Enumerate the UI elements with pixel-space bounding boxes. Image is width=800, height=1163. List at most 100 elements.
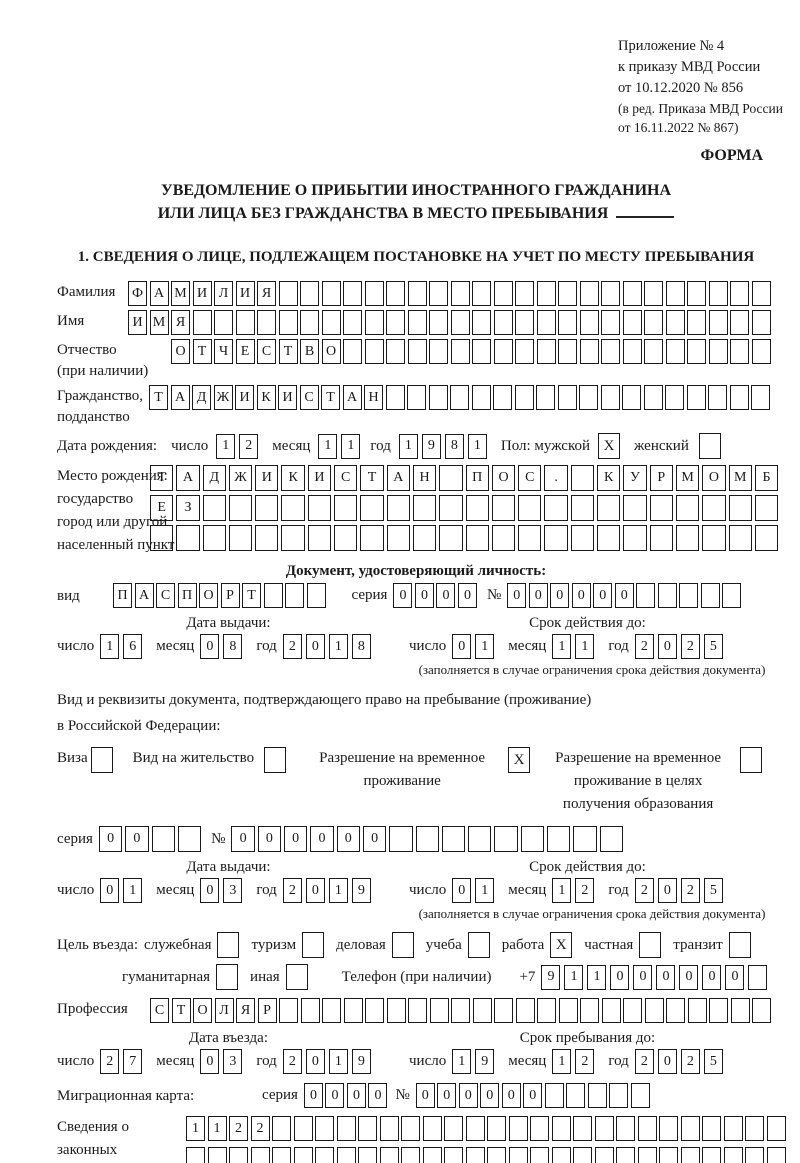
char-cell: 1 bbox=[452, 1049, 472, 1074]
char-cell bbox=[594, 1116, 614, 1141]
char-cell: Р bbox=[649, 465, 673, 491]
char-cell: 1 bbox=[328, 1049, 348, 1074]
char-cell: 0 bbox=[393, 583, 413, 608]
char-cell: Л bbox=[214, 281, 233, 306]
char-cell bbox=[379, 1116, 399, 1141]
char-cell bbox=[386, 310, 405, 335]
char-cell: 1 bbox=[207, 1116, 227, 1141]
char-cell bbox=[729, 385, 749, 410]
char-cell: 1 bbox=[475, 878, 495, 903]
char-cell bbox=[365, 998, 384, 1023]
char-cell bbox=[487, 1116, 506, 1141]
char-cell bbox=[547, 826, 571, 852]
id-doc-kind-label: вид bbox=[57, 587, 80, 604]
char-cell bbox=[494, 826, 518, 852]
char-cell bbox=[334, 495, 358, 521]
char-cell: А bbox=[386, 465, 410, 491]
char-cell bbox=[622, 339, 642, 364]
stay-doc-limit-note: (заполняется в случае ограничения срока … bbox=[418, 906, 766, 921]
char-cell bbox=[551, 1116, 571, 1141]
char-cell: 9 bbox=[541, 964, 561, 990]
char-cell: Е bbox=[235, 339, 255, 364]
char-cell: 1 bbox=[475, 634, 495, 659]
char-cell bbox=[429, 281, 448, 306]
char-cell bbox=[386, 281, 405, 306]
char-cell bbox=[508, 1147, 528, 1163]
char-cell: 1 bbox=[216, 433, 236, 459]
char-cell: 2 bbox=[575, 878, 595, 903]
char-cell: А bbox=[149, 281, 169, 306]
char-cell bbox=[281, 525, 305, 551]
char-cell bbox=[530, 1116, 549, 1141]
char-cell bbox=[644, 281, 663, 306]
char-cell bbox=[360, 495, 384, 521]
char-cell bbox=[558, 998, 578, 1023]
char-cell bbox=[558, 310, 577, 335]
char-cell bbox=[659, 1147, 678, 1163]
char-cell: 0 bbox=[98, 826, 123, 852]
char-cell bbox=[493, 310, 513, 335]
char-cell: И bbox=[307, 465, 332, 491]
char-cell: Н bbox=[412, 465, 437, 491]
char-cell: А bbox=[134, 583, 154, 608]
char-cell: 0 bbox=[200, 878, 220, 903]
char-cell: Ф bbox=[128, 281, 147, 306]
purpose-business-checkbox bbox=[391, 932, 414, 958]
char-cell bbox=[751, 339, 771, 364]
char-cell bbox=[520, 826, 544, 852]
char-cell: 1 bbox=[587, 964, 607, 990]
char-cell bbox=[728, 495, 752, 521]
migration-card-series-label: серия bbox=[262, 1087, 298, 1103]
char-cell: П bbox=[113, 583, 132, 608]
char-cell: С bbox=[334, 465, 358, 491]
char-cell bbox=[579, 385, 598, 410]
entry-date-headers: Дата въезда: Срок пребывания до: bbox=[57, 1030, 775, 1047]
char-cell bbox=[214, 310, 233, 335]
char-cell bbox=[587, 1083, 607, 1108]
char-cell bbox=[472, 310, 491, 335]
char-cell: 8 bbox=[444, 433, 464, 459]
birthplace-label-2: государство bbox=[57, 491, 134, 507]
char-cell bbox=[665, 339, 685, 364]
char-cell bbox=[580, 998, 599, 1023]
char-cell bbox=[665, 281, 685, 306]
char-cell: Т bbox=[321, 385, 340, 410]
char-cell bbox=[637, 1116, 657, 1141]
char-cell: О bbox=[702, 465, 726, 491]
char-cell bbox=[623, 495, 647, 521]
char-cell bbox=[536, 385, 555, 410]
phone-prefix: +7 bbox=[519, 968, 536, 985]
visa-label: Виза bbox=[57, 750, 88, 766]
char-cell bbox=[601, 310, 620, 335]
char-cell bbox=[551, 1147, 571, 1163]
char-cell bbox=[616, 1147, 635, 1163]
char-cell bbox=[429, 339, 448, 364]
char-cell: Т bbox=[149, 385, 168, 410]
char-cell bbox=[343, 339, 362, 364]
char-cell: Ч bbox=[214, 339, 233, 364]
annex-amendment-line: (в ред. Приказа МВД России bbox=[618, 101, 783, 116]
char-cell: 0 bbox=[305, 878, 325, 903]
char-cell bbox=[745, 1147, 764, 1163]
char-cell bbox=[334, 525, 358, 551]
migration-card-label: Миграционная карта: bbox=[57, 1087, 195, 1104]
char-cell bbox=[536, 310, 556, 335]
char-cell bbox=[300, 310, 319, 335]
char-cell bbox=[360, 525, 384, 551]
purpose-tourism-label: туризм bbox=[251, 936, 297, 953]
